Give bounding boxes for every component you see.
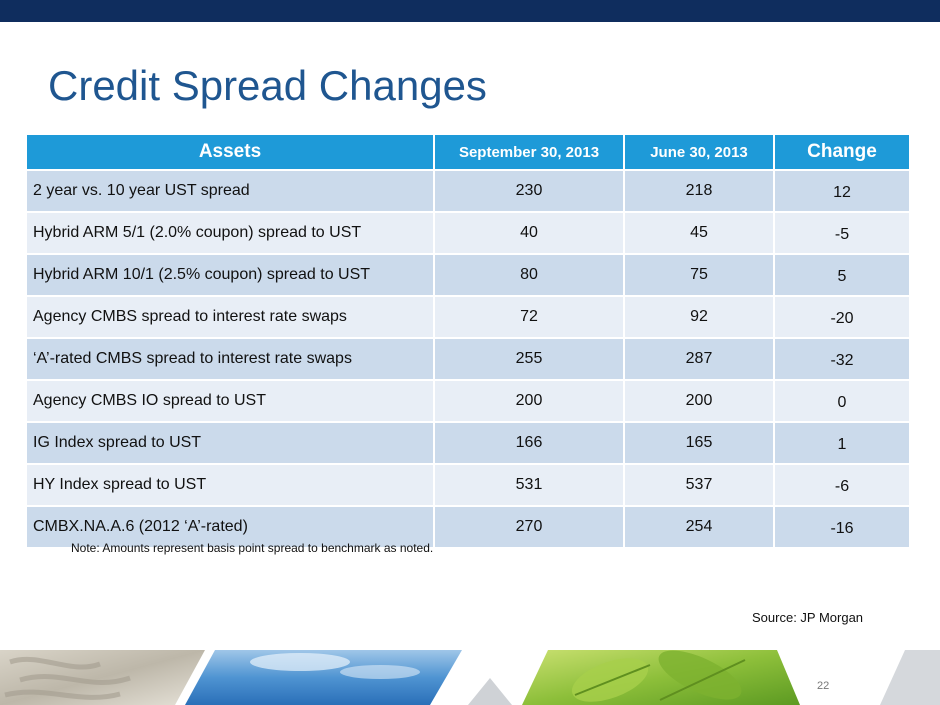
change-cell: 12 [773, 169, 911, 213]
sep-value-cell: 166 [433, 421, 625, 465]
leaves-image [522, 650, 800, 705]
asset-cell: Agency CMBS spread to interest rate swap… [25, 295, 435, 339]
asset-cell: Hybrid ARM 5/1 (2.0% coupon) spread to U… [25, 211, 435, 255]
jun-value-cell: 537 [623, 463, 775, 507]
rope-image [0, 650, 205, 705]
table-row: 2 year vs. 10 year UST spread 230 218 12 [25, 169, 911, 213]
header-assets: Assets [25, 133, 435, 171]
table-row: CMBX.NA.A.6 (2012 ‘A’-rated) 270 254 -16 [25, 505, 911, 549]
table-row: IG Index spread to UST 166 165 1 [25, 421, 911, 465]
change-cell: 0 [773, 379, 911, 423]
asset-cell: ‘A’-rated CMBS spread to interest rate s… [25, 337, 435, 381]
change-cell: 5 [773, 253, 911, 297]
sky-image [185, 650, 462, 705]
sep-value-cell: 40 [433, 211, 625, 255]
table-row: HY Index spread to UST 531 537 -6 [25, 463, 911, 507]
sep-value-cell: 80 [433, 253, 625, 297]
slide-title: Credit Spread Changes [48, 62, 487, 109]
sep-value-cell: 270 [433, 505, 625, 549]
jun-value-cell: 165 [623, 421, 775, 465]
source-credit: Source: JP Morgan [752, 610, 864, 625]
grey-shape-right [880, 650, 940, 705]
asset-cell: IG Index spread to UST [25, 421, 435, 465]
change-cell: -6 [773, 463, 911, 507]
change-cell: -20 [773, 295, 911, 339]
jun-value-cell: 287 [623, 337, 775, 381]
table-row: Agency CMBS IO spread to UST 200 200 0 [25, 379, 911, 423]
jun-value-cell: 200 [623, 379, 775, 423]
header-jun-2013: June 30, 2013 [623, 133, 775, 171]
page-number: 22 [817, 680, 830, 692]
table-row: Hybrid ARM 5/1 (2.0% coupon) spread to U… [25, 211, 911, 255]
top-banner [0, 0, 940, 22]
asset-cell: Hybrid ARM 10/1 (2.5% coupon) spread to … [25, 253, 435, 297]
table-row: Hybrid ARM 10/1 (2.5% coupon) spread to … [25, 253, 911, 297]
sep-value-cell: 255 [433, 337, 625, 381]
jun-value-cell: 92 [623, 295, 775, 339]
header-change: Change [773, 133, 911, 171]
asset-cell: Agency CMBS IO spread to UST [25, 379, 435, 423]
asset-cell: 2 year vs. 10 year UST spread [25, 169, 435, 213]
credit-spread-table: Assets September 30, 2013 June 30, 2013 … [25, 133, 911, 549]
table-row: ‘A’-rated CMBS spread to interest rate s… [25, 337, 911, 381]
sep-value-cell: 200 [433, 379, 625, 423]
table-row: Agency CMBS spread to interest rate swap… [25, 295, 911, 339]
asset-cell: HY Index spread to UST [25, 463, 435, 507]
change-cell: -32 [773, 337, 911, 381]
jun-value-cell: 218 [623, 169, 775, 213]
jun-value-cell: 254 [623, 505, 775, 549]
footer-graphics [0, 650, 940, 705]
table-header-row: Assets September 30, 2013 June 30, 2013 … [25, 133, 911, 171]
header-sep-2013: September 30, 2013 [433, 133, 625, 171]
asset-cell: CMBX.NA.A.6 (2012 ‘A’-rated) [25, 505, 435, 549]
change-cell: -16 [773, 505, 911, 549]
change-cell: 1 [773, 421, 911, 465]
sep-value-cell: 72 [433, 295, 625, 339]
jun-value-cell: 45 [623, 211, 775, 255]
sep-value-cell: 230 [433, 169, 625, 213]
footer-image-strip [0, 650, 940, 705]
jun-value-cell: 75 [623, 253, 775, 297]
change-cell: -5 [773, 211, 911, 255]
grey-shape [468, 678, 512, 705]
sep-value-cell: 531 [433, 463, 625, 507]
footnote: Note: Amounts represent basis point spre… [71, 541, 434, 555]
